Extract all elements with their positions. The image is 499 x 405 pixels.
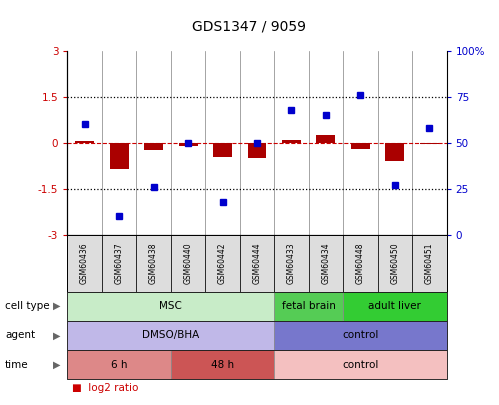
Text: cell type: cell type xyxy=(5,301,49,311)
Text: MSC: MSC xyxy=(159,301,182,311)
Text: ▶: ▶ xyxy=(52,360,60,369)
Bar xyxy=(75,141,94,143)
Text: control: control xyxy=(342,360,379,369)
Bar xyxy=(144,143,163,150)
Text: GDS1347 / 9059: GDS1347 / 9059 xyxy=(193,19,306,33)
Text: GSM60451: GSM60451 xyxy=(425,243,434,284)
Bar xyxy=(248,143,266,158)
Text: GSM60437: GSM60437 xyxy=(115,243,124,284)
Text: ▶: ▶ xyxy=(52,330,60,340)
Text: GSM60438: GSM60438 xyxy=(149,243,158,284)
Text: agent: agent xyxy=(5,330,35,340)
Bar xyxy=(351,143,370,149)
Bar xyxy=(110,143,129,169)
Bar xyxy=(385,143,404,161)
Text: GSM60434: GSM60434 xyxy=(321,243,330,284)
Bar xyxy=(420,143,439,144)
Text: 6 h: 6 h xyxy=(111,360,127,369)
Text: DMSO/BHA: DMSO/BHA xyxy=(142,330,200,340)
Text: GSM60433: GSM60433 xyxy=(287,243,296,284)
Text: GSM60442: GSM60442 xyxy=(218,243,227,284)
Text: fetal brain: fetal brain xyxy=(282,301,336,311)
Text: GSM60444: GSM60444 xyxy=(252,243,261,284)
Text: GSM60436: GSM60436 xyxy=(80,243,89,284)
Text: GSM60440: GSM60440 xyxy=(184,243,193,284)
Bar xyxy=(213,143,232,157)
Text: ■  log2 ratio: ■ log2 ratio xyxy=(72,383,139,393)
Text: control: control xyxy=(342,330,379,340)
Bar xyxy=(316,135,335,143)
Text: GSM60448: GSM60448 xyxy=(356,243,365,284)
Text: 48 h: 48 h xyxy=(211,360,234,369)
Text: ▶: ▶ xyxy=(52,301,60,311)
Text: time: time xyxy=(5,360,28,369)
Text: adult liver: adult liver xyxy=(368,301,421,311)
Text: GSM60450: GSM60450 xyxy=(390,243,399,284)
Bar xyxy=(179,143,198,146)
Bar xyxy=(282,140,301,143)
